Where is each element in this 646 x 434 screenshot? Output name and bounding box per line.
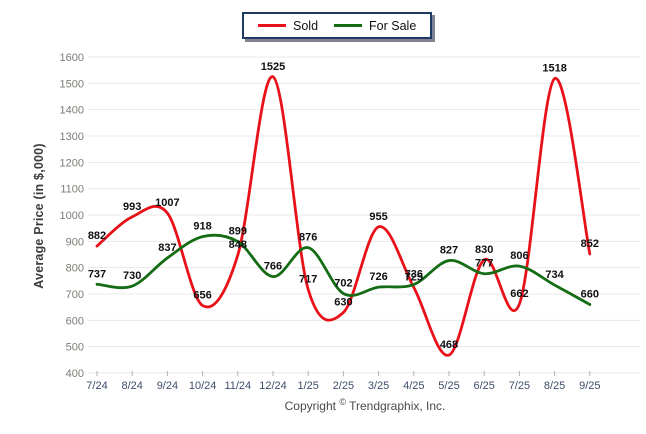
- series-line-sold: [95, 75, 592, 357]
- series-line-for-sale: [95, 233, 592, 306]
- x-tick-label: 8/24: [121, 380, 142, 392]
- y-tick-label: 600: [66, 315, 84, 327]
- copyright-prefix: Copyright: [284, 399, 336, 413]
- y-tick-label: 900: [66, 236, 84, 248]
- x-tick-label: 3/25: [368, 380, 389, 392]
- y-tick-label: 1100: [60, 184, 84, 196]
- data-label: 736: [405, 269, 423, 281]
- data-label: 918: [193, 221, 211, 233]
- data-label: 1518: [542, 63, 566, 75]
- x-tick-label: 11/24: [224, 380, 251, 392]
- data-label: 702: [334, 277, 352, 289]
- data-label: 827: [440, 245, 458, 257]
- legend-item-sold: Sold: [258, 19, 318, 33]
- x-tick-label: 8/25: [544, 380, 565, 392]
- data-label: 468: [440, 339, 458, 351]
- legend-item-for-sale: For Sale: [334, 19, 416, 33]
- data-label: 737: [88, 268, 106, 280]
- y-tick-label: 1600: [60, 52, 84, 64]
- x-tick-label: 12/24: [259, 380, 287, 392]
- x-tick-label: 10/24: [189, 380, 217, 392]
- legend-label-for-sale: For Sale: [369, 18, 417, 33]
- data-label: 717: [299, 274, 317, 286]
- data-label: 899: [229, 226, 247, 238]
- x-tick-label: 4/25: [403, 380, 424, 392]
- y-tick-label: 1400: [60, 105, 84, 117]
- data-label: 1007: [155, 197, 179, 209]
- data-label: 777: [475, 258, 493, 270]
- copyright-symbol-icon: ©: [339, 397, 346, 407]
- data-label: 876: [299, 232, 317, 244]
- data-label: 660: [581, 289, 599, 301]
- y-tick-label: 700: [66, 289, 84, 301]
- x-tick-label: 7/25: [509, 380, 530, 392]
- data-label: 837: [158, 242, 176, 254]
- x-tick-label: 9/25: [579, 380, 600, 392]
- x-tick-label: 6/25: [473, 380, 494, 392]
- legend-label-sold: Sold: [293, 18, 319, 33]
- data-label: 656: [193, 290, 211, 302]
- data-label: 734: [545, 269, 564, 281]
- data-label: 993: [123, 201, 141, 213]
- data-label: 726: [369, 271, 387, 283]
- for-sale-line-swatch-icon: [334, 24, 363, 27]
- data-label: 725: [405, 271, 423, 283]
- data-label: 766: [264, 261, 282, 273]
- sold-line-swatch-icon: [258, 24, 286, 27]
- data-label: 955: [369, 211, 387, 223]
- data-label: 848: [229, 239, 247, 251]
- data-label: 852: [581, 238, 599, 250]
- y-tick-label: 1000: [60, 210, 84, 222]
- data-label: 630: [334, 296, 352, 308]
- x-tick-label: 1/25: [297, 380, 318, 392]
- y-tick-label: 800: [66, 263, 84, 275]
- x-tick-label: 2/25: [333, 380, 354, 392]
- x-tick-label: 5/25: [438, 380, 459, 392]
- data-label: 806: [510, 250, 528, 262]
- x-tick-label: 9/24: [157, 380, 178, 392]
- data-label: 882: [88, 230, 106, 242]
- data-label: 662: [510, 288, 528, 300]
- y-tick-label: 1200: [60, 157, 84, 169]
- data-label: 830: [475, 244, 493, 256]
- y-tick-label: 1500: [60, 78, 84, 90]
- copyright-text: Copyright © Trendgraphix, Inc.: [90, 397, 640, 413]
- data-label: 1525: [261, 61, 285, 73]
- x-tick-label: 7/24: [86, 380, 107, 392]
- data-label: 730: [123, 270, 141, 282]
- y-tick-label: 1300: [60, 131, 84, 143]
- y-tick-label: 500: [66, 342, 84, 354]
- copyright-suffix: Trendgraphix, Inc.: [349, 399, 446, 413]
- y-tick-label: 400: [66, 368, 84, 380]
- chart-legend: Sold For Sale: [242, 12, 433, 39]
